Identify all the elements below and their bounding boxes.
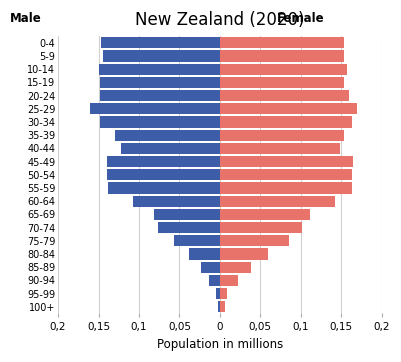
Bar bbox=[220, 182, 352, 194]
Bar bbox=[220, 248, 268, 260]
Bar bbox=[103, 50, 220, 62]
Bar bbox=[107, 156, 220, 167]
Bar bbox=[220, 288, 227, 299]
Bar bbox=[89, 103, 220, 114]
Bar bbox=[220, 116, 352, 127]
Bar bbox=[100, 90, 220, 101]
Bar bbox=[220, 103, 357, 114]
Bar bbox=[216, 288, 220, 299]
Bar bbox=[220, 130, 344, 141]
Bar bbox=[158, 222, 220, 233]
Bar bbox=[107, 169, 220, 180]
Bar bbox=[189, 248, 220, 260]
Bar bbox=[100, 116, 220, 127]
Bar bbox=[220, 222, 302, 233]
Bar bbox=[121, 143, 220, 154]
Bar bbox=[174, 235, 220, 247]
Bar bbox=[220, 37, 344, 49]
Bar bbox=[100, 77, 220, 88]
Bar bbox=[220, 275, 238, 286]
Bar bbox=[201, 261, 220, 273]
Bar bbox=[220, 64, 347, 75]
Bar bbox=[220, 50, 344, 62]
Bar bbox=[99, 64, 220, 75]
Bar bbox=[220, 209, 310, 220]
Bar bbox=[154, 209, 220, 220]
Bar bbox=[220, 156, 352, 167]
Bar bbox=[108, 182, 220, 194]
Bar bbox=[220, 261, 251, 273]
Bar bbox=[101, 37, 220, 49]
Bar bbox=[209, 275, 220, 286]
Bar bbox=[220, 143, 340, 154]
Bar bbox=[220, 235, 289, 247]
Bar bbox=[218, 301, 220, 312]
Bar bbox=[220, 169, 352, 180]
Bar bbox=[220, 77, 344, 88]
Text: Male: Male bbox=[10, 12, 42, 25]
Bar bbox=[115, 130, 220, 141]
Bar bbox=[220, 301, 225, 312]
Title: New Zealand (2020): New Zealand (2020) bbox=[135, 11, 305, 29]
Bar bbox=[133, 195, 220, 207]
Text: Female: Female bbox=[277, 12, 324, 25]
Bar bbox=[220, 195, 335, 207]
Bar bbox=[220, 90, 349, 101]
X-axis label: Population in millions: Population in millions bbox=[157, 338, 283, 351]
